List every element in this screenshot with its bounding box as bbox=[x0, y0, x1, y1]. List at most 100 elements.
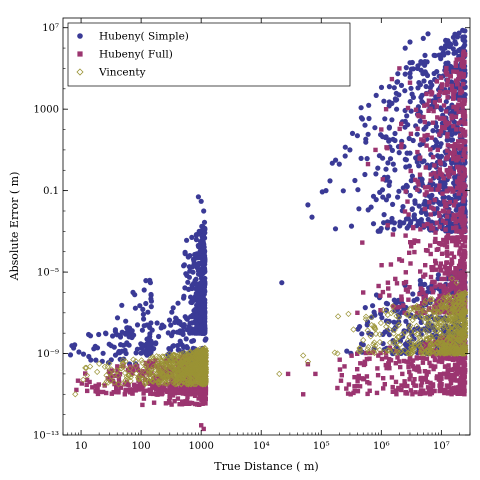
data-point bbox=[355, 367, 360, 372]
data-point bbox=[462, 193, 467, 198]
data-point bbox=[419, 176, 425, 182]
data-point bbox=[90, 385, 95, 390]
data-point bbox=[444, 293, 451, 301]
data-point bbox=[197, 380, 205, 387]
data-point bbox=[380, 177, 385, 182]
data-point bbox=[461, 187, 466, 192]
legend-label: Hubeny( Simple) bbox=[99, 31, 189, 43]
data-point bbox=[454, 127, 459, 132]
data-point bbox=[435, 341, 442, 348]
data-point bbox=[403, 270, 408, 275]
data-point bbox=[355, 379, 360, 384]
data-point bbox=[444, 189, 449, 194]
data-point bbox=[458, 274, 463, 279]
data-point bbox=[445, 367, 450, 372]
data-point bbox=[382, 382, 387, 387]
data-point bbox=[426, 369, 431, 375]
data-point bbox=[460, 331, 467, 338]
data-point bbox=[422, 52, 428, 59]
data-point bbox=[460, 205, 465, 211]
data-point bbox=[196, 379, 203, 386]
data-point bbox=[381, 220, 387, 226]
data-point bbox=[428, 380, 433, 386]
data-point bbox=[139, 376, 146, 383]
data-point bbox=[381, 386, 386, 391]
data-point bbox=[453, 199, 458, 204]
data-point bbox=[93, 383, 98, 389]
data-point bbox=[431, 70, 437, 77]
data-point bbox=[446, 314, 453, 322]
data-point bbox=[361, 290, 366, 295]
data-point bbox=[342, 153, 348, 159]
data-point bbox=[168, 322, 174, 328]
data-point bbox=[202, 257, 208, 263]
data-point bbox=[439, 251, 445, 256]
data-point bbox=[412, 238, 417, 243]
data-point bbox=[371, 339, 378, 346]
data-point bbox=[360, 240, 365, 245]
data-point bbox=[449, 83, 454, 89]
data-point bbox=[383, 107, 389, 112]
data-point bbox=[408, 350, 416, 357]
data-point bbox=[123, 389, 128, 394]
data-point bbox=[177, 359, 184, 366]
data-point bbox=[362, 122, 368, 128]
data-point bbox=[120, 360, 127, 367]
data-point bbox=[447, 186, 452, 191]
data-point bbox=[395, 71, 401, 77]
data-point bbox=[458, 246, 463, 251]
data-point bbox=[198, 388, 203, 393]
data-point bbox=[385, 146, 390, 151]
data-point bbox=[188, 359, 195, 366]
data-point bbox=[174, 378, 182, 385]
data-point bbox=[380, 289, 386, 295]
data-point bbox=[417, 118, 423, 124]
data-point bbox=[442, 271, 447, 276]
data-point bbox=[143, 300, 149, 307]
data-point bbox=[404, 225, 410, 231]
data-point bbox=[200, 261, 206, 267]
data-point bbox=[443, 387, 448, 393]
data-point bbox=[181, 262, 187, 268]
data-point bbox=[405, 289, 411, 294]
data-point bbox=[462, 133, 468, 138]
data-point bbox=[417, 307, 424, 314]
data-point bbox=[434, 350, 441, 357]
data-point bbox=[452, 192, 458, 198]
data-point bbox=[403, 65, 409, 71]
data-point bbox=[419, 92, 425, 98]
data-point bbox=[437, 293, 442, 299]
data-point bbox=[408, 261, 413, 266]
data-point bbox=[446, 370, 451, 375]
data-point bbox=[130, 371, 135, 376]
data-point bbox=[119, 357, 126, 364]
data-point bbox=[386, 332, 392, 338]
data-point bbox=[141, 383, 146, 388]
data-point bbox=[432, 388, 437, 394]
data-point bbox=[199, 423, 204, 428]
data-point bbox=[153, 363, 160, 370]
data-point bbox=[339, 373, 344, 378]
data-point bbox=[462, 114, 468, 119]
data-point bbox=[455, 303, 462, 310]
data-point bbox=[202, 358, 209, 366]
data-point bbox=[390, 347, 397, 354]
data-point bbox=[456, 298, 463, 306]
data-point bbox=[429, 205, 434, 210]
data-point bbox=[439, 276, 444, 282]
data-point bbox=[370, 348, 377, 355]
data-point bbox=[383, 134, 389, 140]
data-point bbox=[444, 121, 450, 127]
data-point bbox=[412, 383, 417, 388]
data-point bbox=[83, 371, 88, 376]
data-point bbox=[388, 262, 394, 267]
data-point bbox=[409, 337, 416, 345]
data-point bbox=[435, 153, 441, 159]
data-point bbox=[151, 400, 157, 405]
data-point bbox=[452, 151, 457, 156]
data-point bbox=[394, 97, 400, 103]
data-point bbox=[167, 374, 174, 381]
data-point bbox=[160, 388, 165, 394]
data-point bbox=[457, 356, 463, 361]
